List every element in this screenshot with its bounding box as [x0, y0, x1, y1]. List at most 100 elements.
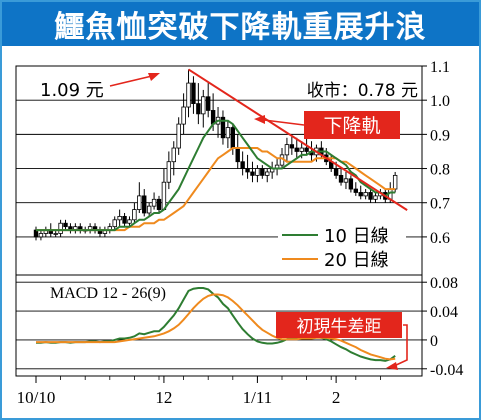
- candle-body: [265, 171, 270, 176]
- candlestick: [137, 182, 142, 213]
- candle-body: [53, 233, 58, 235]
- candlestick: [102, 226, 108, 237]
- candlestick: [87, 223, 93, 234]
- candle-body: [299, 147, 304, 152]
- candlestick: [353, 182, 358, 196]
- candle-body: [127, 219, 132, 224]
- x-tick-label: 1/11: [243, 388, 273, 407]
- candle-body: [338, 174, 344, 183]
- candlestick: [245, 154, 250, 179]
- candle-body: [392, 174, 398, 190]
- y-tick-label: 0.6: [430, 230, 450, 247]
- candlestick: [225, 120, 231, 149]
- candlestick: [122, 212, 127, 227]
- candlestick: [171, 141, 176, 176]
- candle-body: [353, 188, 358, 193]
- candle-body: [161, 181, 167, 210]
- candle-body: [176, 123, 181, 149]
- candle-body: [363, 192, 368, 197]
- candle-body: [181, 106, 186, 125]
- macd-callout-box: [276, 312, 402, 338]
- candlestick: [348, 175, 354, 193]
- candlestick: [33, 226, 39, 241]
- macd-callout-label: 初現牛差距: [297, 317, 382, 337]
- candle-body: [117, 215, 122, 221]
- candlestick: [117, 209, 122, 227]
- chart-title: 鱷魚恤突破下降軌重展升浪: [2, 2, 479, 46]
- candlestick: [274, 158, 280, 176]
- candle-body: [166, 161, 172, 183]
- candlestick: [73, 223, 78, 234]
- candlestick: [142, 189, 147, 217]
- candle-body: [220, 116, 226, 139]
- candle-body: [235, 147, 240, 163]
- macd-tick-label: 0.08: [430, 275, 458, 292]
- candlestick: [132, 202, 137, 224]
- candle-body: [260, 168, 265, 176]
- y-tick-label: 1.0: [430, 93, 450, 110]
- candle-body: [294, 147, 299, 152]
- candle-body: [112, 219, 117, 228]
- legend-ma20-label: 20 日線: [324, 250, 389, 271]
- candlestick: [205, 83, 211, 118]
- candlestick: [156, 195, 162, 213]
- y-tick-label: 0.7: [430, 196, 450, 213]
- downtrend-line: [187, 68, 408, 211]
- candle-body: [137, 195, 142, 210]
- x-tick-label: 12: [155, 388, 172, 407]
- candle-body: [38, 233, 44, 238]
- high-arrow-head: [148, 73, 160, 81]
- candlestick: [368, 189, 373, 203]
- candle-body: [156, 198, 162, 210]
- candlestick: [107, 223, 112, 234]
- candlestick: [53, 230, 58, 237]
- candle-body: [373, 195, 378, 200]
- candlestick: [201, 89, 206, 128]
- high-arrow: [109, 75, 153, 87]
- candlestick: [38, 230, 44, 241]
- candle-body: [201, 96, 206, 115]
- candlestick: [176, 117, 181, 155]
- trend-callout-arrow: [263, 119, 305, 126]
- candlestick: [240, 151, 245, 176]
- plot-frame: [15, 65, 423, 377]
- candlestick: [358, 185, 363, 200]
- candle-body: [122, 215, 127, 224]
- close-price-label: 收市：0.78 元: [307, 81, 418, 101]
- candle-body: [186, 82, 191, 108]
- candlestick: [294, 137, 299, 159]
- x-tick-label: 2: [332, 388, 341, 407]
- candlestick: [338, 168, 344, 186]
- candlestick: [92, 223, 98, 234]
- macd-tick-label: 0: [430, 333, 438, 350]
- candlestick: [284, 137, 290, 162]
- candle-body: [245, 168, 250, 173]
- candle-body: [368, 192, 373, 200]
- candle-body: [205, 96, 211, 111]
- candlestick: [63, 219, 68, 231]
- macd-axis-ticks: 0.08 0.04 0 -0.04: [422, 275, 463, 379]
- macd-title: MACD 12 - 26(9): [50, 285, 166, 302]
- candle-body: [146, 205, 152, 214]
- candlestick: [166, 151, 172, 190]
- candlestick: [112, 216, 117, 231]
- candle-body: [250, 171, 255, 176]
- ma10-line: [36, 119, 396, 232]
- trend-callout-box: [304, 111, 400, 139]
- macd-callout-arrow: [393, 324, 408, 367]
- candle-body: [63, 222, 68, 228]
- legend: [278, 224, 406, 272]
- candle-body: [333, 168, 339, 176]
- x-tick-label: 10/10: [17, 388, 56, 407]
- legend-ma10-label: 10 日線: [324, 226, 389, 247]
- macd-tick-label: -0.04: [430, 362, 463, 379]
- trend-callout-arrow-head: [254, 115, 265, 124]
- trend-callout-label: 下降軌: [323, 115, 380, 137]
- candle-body: [151, 198, 157, 207]
- candlestick: [43, 226, 49, 237]
- candlestick: [146, 202, 152, 217]
- macd-callout-arrow-head: [386, 362, 398, 370]
- candlestick: [220, 110, 226, 145]
